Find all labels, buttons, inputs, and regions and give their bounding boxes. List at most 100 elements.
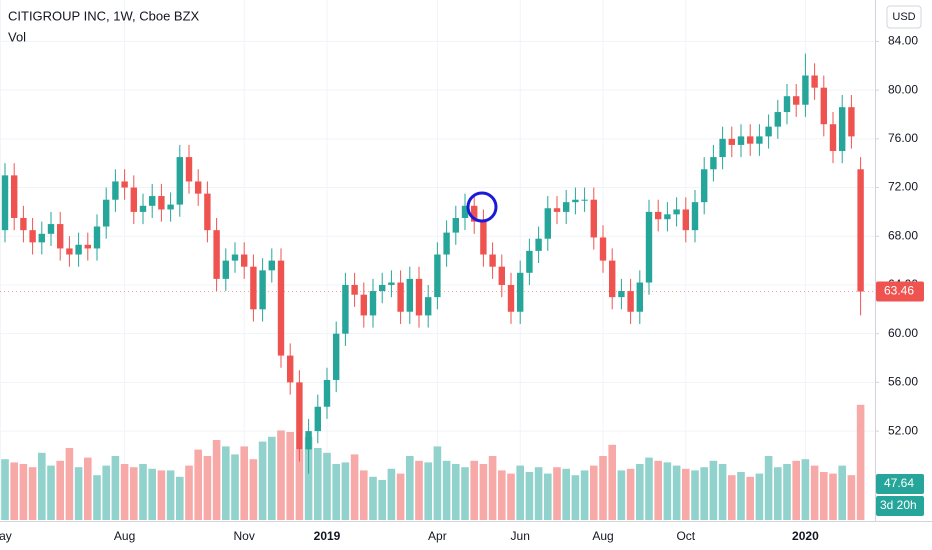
candle-body [553, 208, 561, 212]
candle-body [452, 217, 459, 233]
volume-bar [829, 473, 837, 520]
currency[interactable]: USD [892, 11, 915, 23]
volume-bar [157, 470, 166, 520]
candle-body [443, 232, 450, 255]
volume-bar [636, 464, 644, 520]
volume-bar [562, 468, 570, 520]
candle-body [535, 238, 542, 251]
y-tick-label: 80.00 [888, 82, 918, 96]
candle-body [121, 181, 128, 188]
candle-body [765, 126, 772, 137]
candle-body [563, 202, 570, 212]
candle-body [195, 181, 202, 194]
candle-body [287, 355, 294, 383]
volume-bar [608, 444, 616, 520]
volume-bar [728, 475, 736, 520]
candle-body [185, 157, 193, 182]
volume-bar [488, 456, 497, 520]
candle-layer [1, 53, 864, 474]
volume-bar [84, 457, 92, 520]
candle-body [1, 175, 9, 231]
candle-body [47, 224, 55, 234]
last-price-box [876, 281, 924, 302]
volume-bar [838, 465, 846, 520]
volume-bar [507, 473, 515, 520]
volume-bar [718, 464, 727, 520]
volume-bar [286, 432, 294, 520]
candle-body [305, 431, 312, 450]
volume-bar [304, 436, 313, 520]
candle-body [425, 297, 432, 316]
volume-bar [479, 464, 488, 520]
candle-body [139, 205, 147, 212]
volume-bar [461, 467, 469, 520]
candle-body [342, 284, 349, 334]
volume-bar [654, 460, 662, 520]
volume-bar [295, 449, 304, 520]
candle-body [572, 199, 579, 203]
volume-bar [544, 473, 552, 520]
volume-bar [332, 464, 340, 520]
candle-body [66, 248, 73, 255]
volume-label: 47.64 [884, 476, 914, 490]
candle-body [820, 87, 827, 125]
x-tick-label: Nov [234, 529, 255, 543]
volume-bar [645, 457, 653, 520]
volume-bar [810, 465, 819, 520]
candle-body [93, 226, 101, 249]
candle-body [673, 209, 680, 215]
volume-bar [452, 464, 460, 520]
volume-bar [746, 476, 754, 520]
candle-body [829, 124, 837, 152]
candle-body [259, 270, 266, 310]
volume-bar [525, 472, 534, 520]
candle-body [11, 175, 18, 218]
x-tick-label: Jun [511, 529, 530, 543]
volume-bar [360, 470, 368, 520]
volume-bar [10, 462, 18, 520]
currency-box[interactable] [886, 5, 922, 29]
countdown-box [876, 496, 924, 516]
volume-bar [38, 452, 46, 520]
candle-body [774, 112, 781, 127]
candle-body [29, 230, 36, 243]
volume-bar [498, 470, 506, 520]
volume-bar [102, 465, 110, 520]
candle-body [434, 254, 441, 298]
candle-body [701, 169, 708, 203]
volume-bar [470, 460, 478, 520]
candle-body [103, 199, 110, 227]
volume-bar [534, 467, 543, 520]
volume-bar [415, 460, 423, 520]
candle-body [222, 260, 229, 279]
axis-layer: 52.0056.0060.0064.0068.0072.0076.0080.00… [0, 34, 924, 543]
volume-bar [28, 467, 37, 520]
candle-body [231, 254, 239, 261]
volume-bar [691, 470, 699, 520]
candle-body [756, 136, 763, 144]
candle-body [158, 196, 165, 210]
volume-bar [617, 470, 626, 520]
candle-body [388, 282, 395, 285]
candle-body [811, 75, 818, 88]
volume-bar [203, 456, 212, 520]
volume-bar [755, 473, 764, 520]
candle-body [517, 272, 524, 312]
volume-bar [74, 467, 83, 520]
volume-bar [571, 475, 580, 520]
candle-body [38, 233, 45, 243]
countdown-label: 3d 20h [880, 498, 917, 512]
volume-bar [120, 464, 129, 520]
volume-bar [737, 472, 745, 520]
volume-bar [406, 456, 414, 520]
candle-body [544, 208, 551, 239]
volume-bar [442, 460, 451, 520]
candle-body [333, 333, 340, 380]
volume-bar [626, 468, 635, 520]
candle-body [737, 136, 745, 145]
candle-body [369, 291, 377, 316]
candle-body [747, 136, 754, 144]
candle-body [609, 260, 616, 298]
candle-body [590, 199, 597, 238]
